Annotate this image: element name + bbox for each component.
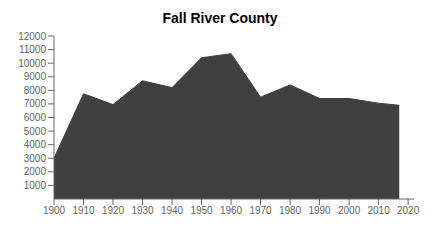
svg-text:6000: 6000	[24, 112, 47, 123]
svg-text:1930: 1930	[131, 205, 154, 216]
svg-text:1000: 1000	[24, 180, 47, 191]
svg-text:2000: 2000	[338, 205, 361, 216]
svg-text:1950: 1950	[190, 205, 213, 216]
svg-text:9000: 9000	[24, 71, 47, 82]
svg-text:1920: 1920	[102, 205, 125, 216]
svg-text:8000: 8000	[24, 85, 47, 96]
svg-text:1960: 1960	[220, 205, 243, 216]
svg-text:2020: 2020	[397, 205, 420, 216]
svg-text:5000: 5000	[24, 126, 47, 137]
svg-text:12000: 12000	[18, 31, 46, 42]
svg-text:2010: 2010	[367, 205, 390, 216]
svg-text:2000: 2000	[24, 166, 47, 177]
svg-text:1910: 1910	[72, 205, 95, 216]
svg-text:11000: 11000	[19, 44, 47, 55]
html-text:Fall River County: Fall River County	[162, 10, 278, 26]
svg-text:1940: 1940	[161, 205, 184, 216]
svg-text:4000: 4000	[24, 139, 47, 150]
svg-text:3000: 3000	[24, 153, 47, 164]
svg-text:1970: 1970	[249, 205, 272, 216]
svg-text:7000: 7000	[24, 98, 47, 109]
svg-text:1900: 1900	[43, 205, 66, 216]
svg-text:10000: 10000	[18, 58, 46, 69]
svg-text:1990: 1990	[308, 205, 331, 216]
svg-text:1980: 1980	[279, 205, 302, 216]
